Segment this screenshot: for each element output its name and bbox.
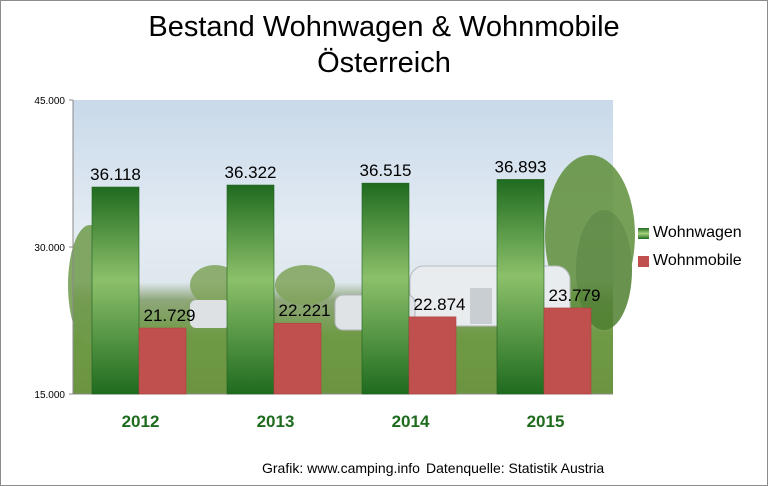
bar-wohnmobile-2015 [543,307,592,395]
bar-wohnwagen-2012 [91,186,140,395]
bar-wohnwagen-2015 [496,179,545,395]
bar-wohnwagen-2013 [226,184,275,395]
x-tick-label-2013: 2013 [257,412,295,431]
bar-wohnwagen-2014 [361,182,410,395]
legend-swatch-wohnmobile [638,255,649,267]
data-label-wohnmobile-2013: 22.221 [279,301,331,320]
legend-item-wohnwagen: Wohnwagen [638,219,742,247]
chart-subtitle: Österreich [317,47,451,79]
footer-data-source: Datenquelle: Statistik Austria [426,460,605,476]
bar-wohnmobile-2013 [273,322,322,395]
bar-wohnmobile-2014 [408,316,457,395]
data-label-wohnwagen-2012: 36.118 [90,165,141,184]
legend-swatch-wohnwagen [638,227,649,239]
x-tick-label-2015: 2015 [527,412,565,431]
x-tick-label-2012: 2012 [122,412,160,431]
data-label-wohnwagen-2014: 36.515 [360,161,412,180]
y-tick-label: 30.000 [34,243,65,254]
data-label-wohnmobile-2014: 22.874 [414,295,466,314]
y-tick-label: 45.000 [34,96,65,107]
bar-wohnmobile-2012 [138,327,187,395]
data-label-wohnwagen-2015: 36.893 [495,157,547,176]
legend: Wohnwagen Wohnmobile [638,219,742,275]
legend-label-wohnmobile: Wohnmobile [653,252,742,269]
y-tick-label: 15.000 [34,390,65,401]
footer-source: Grafik: www.camping.info [262,460,420,476]
legend-item-wohnmobile: Wohnmobile [638,247,742,275]
chart-title: Bestand Wohnwagen & Wohnmobile [148,11,620,43]
data-label-wohnwagen-2013: 36.322 [225,163,277,182]
legend-label-wohnwagen: Wohnwagen [653,224,742,241]
data-label-wohnmobile-2015: 23.779 [549,286,601,305]
data-label-wohnmobile-2012: 21.729 [144,306,196,325]
x-tick-label-2014: 2014 [392,412,430,431]
